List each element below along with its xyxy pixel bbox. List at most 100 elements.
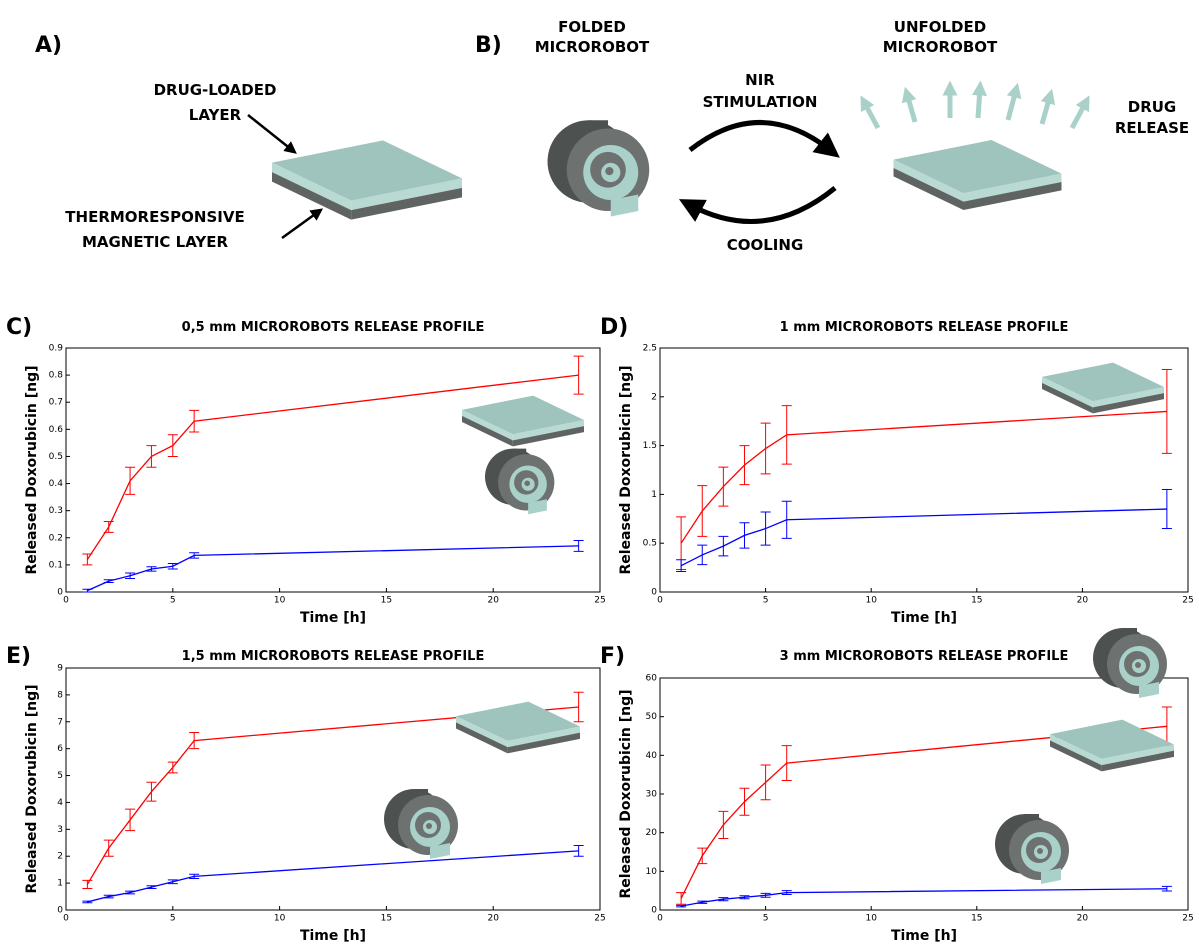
page: {"diagram": { "panel_a": {"label": "A)",…	[0, 0, 1199, 949]
error-bar	[739, 446, 749, 485]
annotation: MICROROBOT	[535, 38, 650, 56]
y-tick-label: 0.8	[49, 371, 64, 381]
x-tick-label: 20	[487, 596, 499, 606]
error-bar	[82, 554, 92, 565]
series-line	[87, 546, 578, 591]
x-tick-label: 15	[971, 914, 982, 924]
error-bar	[146, 446, 156, 468]
chart: E)1,5 mm MICROROBOTS RELEASE PROFILE0510…	[6, 644, 606, 944]
y-tick-label: 2	[57, 852, 63, 862]
y-tick-label: 0.1	[49, 560, 63, 570]
annotation: LAYER	[189, 106, 242, 124]
y-tick-label: 0.7	[49, 398, 63, 408]
x-tick-label: 10	[274, 914, 286, 924]
y-tick-label: 0	[651, 906, 657, 916]
error-bar	[697, 545, 707, 565]
y-tick-label: 9	[57, 664, 63, 674]
x-tick-label: 10	[865, 914, 877, 924]
y-axis-label: Released Doxorubicin [ng]	[618, 689, 634, 898]
x-axis-label: Time [h]	[891, 928, 957, 944]
folded-robot	[548, 120, 650, 216]
annotation: MICROROBOT	[883, 38, 998, 56]
y-tick-label: 3	[57, 825, 63, 835]
plot-frame	[660, 678, 1188, 910]
x-tick-label: 25	[1182, 914, 1193, 924]
y-tick-label: 2	[651, 392, 657, 402]
panel-label: B)	[475, 33, 502, 58]
series-line	[681, 509, 1167, 566]
y-tick-label: 0.4	[49, 479, 64, 489]
error-bar	[761, 423, 771, 474]
slab-icon	[456, 702, 580, 754]
chart-title: 1 mm MICROROBOTS RELEASE PROFILE	[780, 320, 1069, 335]
series-line	[681, 889, 1167, 906]
error-bar	[125, 467, 135, 494]
panel-label: E)	[6, 644, 31, 669]
x-tick-label: 10	[865, 596, 877, 606]
error-bar	[146, 886, 156, 889]
error-bar	[82, 901, 92, 903]
x-tick-label: 5	[170, 914, 176, 924]
x-tick-label: 20	[487, 914, 499, 924]
error-bar	[104, 522, 114, 533]
x-tick-label: 10	[274, 596, 286, 606]
figure: A) DRUG-LOADED LAYER THERMORESPONSIVE MA…	[0, 0, 1199, 949]
y-tick-label: 0.9	[49, 344, 64, 354]
x-tick-label: 5	[170, 596, 176, 606]
y-axis-label: Released Doxorubicin [ng]	[618, 365, 634, 574]
panel-label: D)	[600, 315, 628, 340]
arrow	[690, 188, 835, 221]
annotation: DRUG-LOADED	[154, 81, 277, 99]
annotation: DRUG	[1128, 98, 1177, 116]
annotation: THERMORESPONSIVE	[65, 208, 244, 226]
x-axis-label: Time [h]	[300, 610, 366, 626]
error-bar	[718, 467, 728, 506]
x-tick-label: 15	[381, 596, 392, 606]
x-tick-label: 0	[63, 914, 69, 924]
chart-title: 3 mm MICROROBOTS RELEASE PROFILE	[780, 649, 1069, 664]
x-tick-label: 0	[657, 914, 663, 924]
annotation: STIMULATION	[703, 93, 818, 111]
roll-icon	[384, 789, 458, 859]
chart-title: 0,5 mm MICROROBOTS RELEASE PROFILE	[182, 320, 485, 335]
y-tick-label: 0	[57, 588, 63, 598]
error-bar	[739, 788, 749, 815]
error-bar	[718, 536, 728, 556]
y-tick-label: 1.5	[643, 441, 657, 451]
error-bar	[739, 523, 749, 548]
y-tick-label: 60	[646, 674, 658, 684]
y-tick-label: 20	[646, 828, 658, 838]
arrow	[248, 115, 292, 150]
y-tick-label: 0.2	[49, 533, 63, 543]
y-tick-label: 1	[57, 879, 63, 889]
x-tick-label: 5	[763, 596, 769, 606]
annotation: COOLING	[727, 236, 804, 254]
y-tick-label: 8	[57, 690, 63, 700]
series-line	[681, 411, 1167, 543]
y-tick-label: 4	[57, 798, 63, 808]
y-tick-label: 6	[57, 744, 63, 754]
y-tick-label: 5	[57, 771, 63, 781]
slab-icon	[462, 396, 584, 447]
error-bar	[125, 573, 135, 578]
panel-label: F)	[600, 644, 625, 669]
error-bar	[82, 589, 92, 592]
arrow	[690, 123, 830, 151]
y-tick-label: 7	[57, 717, 63, 727]
annotation: NIR	[745, 71, 775, 89]
x-tick-label: 15	[971, 596, 982, 606]
y-tick-label: 0.5	[643, 539, 657, 549]
x-tick-label: 20	[1077, 914, 1089, 924]
y-axis-label: Released Doxorubicin [ng]	[24, 365, 40, 574]
x-tick-label: 25	[594, 914, 605, 924]
error-bar	[146, 782, 156, 801]
y-tick-label: 2.5	[643, 344, 657, 354]
y-tick-label: 0.6	[49, 425, 64, 435]
annotation: UNFOLDED	[894, 18, 986, 36]
error-bar	[761, 512, 771, 545]
arrow	[282, 212, 318, 238]
y-tick-label: 0.3	[49, 506, 63, 516]
chart: D)1 mm MICROROBOTS RELEASE PROFILE051015…	[600, 315, 1194, 626]
roll-icon	[485, 449, 554, 515]
